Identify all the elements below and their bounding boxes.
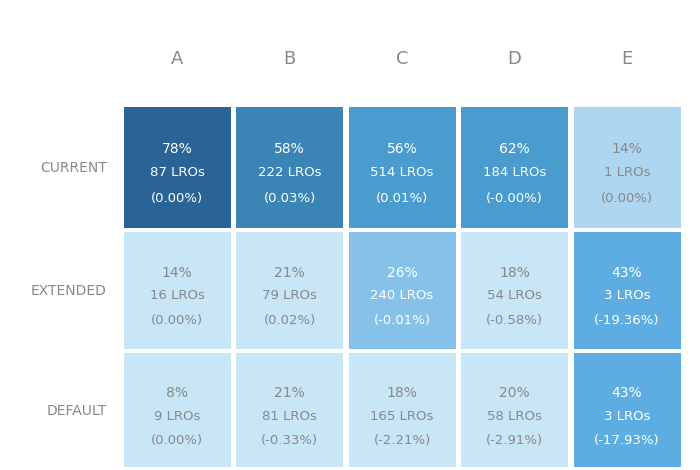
Text: 3 LROs: 3 LROs <box>604 289 650 302</box>
Text: 26%: 26% <box>386 266 417 280</box>
Text: 18%: 18% <box>386 386 417 400</box>
Text: 21%: 21% <box>274 386 305 400</box>
Text: (0.02%): (0.02%) <box>263 314 316 327</box>
Text: 514 LROs: 514 LROs <box>370 166 434 179</box>
Text: (0.01%): (0.01%) <box>376 192 428 205</box>
Text: A: A <box>171 49 183 68</box>
FancyBboxPatch shape <box>461 107 568 228</box>
Text: (-17.93%): (-17.93%) <box>594 434 660 447</box>
Text: 222 LROs: 222 LROs <box>258 166 321 179</box>
FancyBboxPatch shape <box>124 107 230 228</box>
Text: (0.00%): (0.00%) <box>151 314 203 327</box>
Text: 58 LROs: 58 LROs <box>487 410 542 423</box>
Text: (-2.21%): (-2.21%) <box>374 434 430 447</box>
Text: 62%: 62% <box>499 142 530 156</box>
Text: (0.00%): (0.00%) <box>601 192 653 205</box>
Text: (-0.00%): (-0.00%) <box>486 192 543 205</box>
Text: 1 LROs: 1 LROs <box>604 166 650 179</box>
Text: 87 LROs: 87 LROs <box>150 166 204 179</box>
Text: (-2.91%): (-2.91%) <box>486 434 543 447</box>
FancyBboxPatch shape <box>236 232 343 349</box>
FancyBboxPatch shape <box>461 232 568 349</box>
FancyBboxPatch shape <box>573 232 680 349</box>
Text: CURRENT: CURRENT <box>40 161 107 175</box>
FancyBboxPatch shape <box>349 232 456 349</box>
Text: D: D <box>508 49 522 68</box>
Text: (-0.58%): (-0.58%) <box>486 314 543 327</box>
Text: 18%: 18% <box>499 266 530 280</box>
Text: 8%: 8% <box>166 386 188 400</box>
Text: 56%: 56% <box>386 142 417 156</box>
Text: B: B <box>284 49 295 68</box>
Text: (0.03%): (0.03%) <box>263 192 316 205</box>
Text: (0.00%): (0.00%) <box>151 192 203 205</box>
Text: 79 LROs: 79 LROs <box>262 289 317 302</box>
Text: 16 LROs: 16 LROs <box>150 289 204 302</box>
Text: E: E <box>622 49 633 68</box>
Text: (0.00%): (0.00%) <box>151 434 203 447</box>
Text: 43%: 43% <box>612 386 643 400</box>
FancyBboxPatch shape <box>349 107 456 228</box>
FancyBboxPatch shape <box>236 353 343 470</box>
Text: 21%: 21% <box>274 266 305 280</box>
Text: DEFAULT: DEFAULT <box>47 405 107 418</box>
Text: (-19.36%): (-19.36%) <box>594 314 660 327</box>
Text: EXTENDED: EXTENDED <box>31 284 107 298</box>
Text: 78%: 78% <box>162 142 193 156</box>
Text: 20%: 20% <box>499 386 530 400</box>
Text: C: C <box>395 49 408 68</box>
Text: 240 LROs: 240 LROs <box>370 289 434 302</box>
FancyBboxPatch shape <box>461 353 568 470</box>
FancyBboxPatch shape <box>573 353 680 470</box>
Text: 184 LROs: 184 LROs <box>483 166 546 179</box>
Text: 81 LROs: 81 LROs <box>262 410 317 423</box>
FancyBboxPatch shape <box>573 107 680 228</box>
Text: 3 LROs: 3 LROs <box>604 410 650 423</box>
Text: 58%: 58% <box>274 142 305 156</box>
Text: 165 LROs: 165 LROs <box>370 410 434 423</box>
Text: (-0.33%): (-0.33%) <box>261 434 318 447</box>
Text: 54 LROs: 54 LROs <box>487 289 542 302</box>
Text: 43%: 43% <box>612 266 643 280</box>
FancyBboxPatch shape <box>124 232 230 349</box>
FancyBboxPatch shape <box>124 353 230 470</box>
FancyBboxPatch shape <box>236 107 343 228</box>
Text: (-0.01%): (-0.01%) <box>374 314 430 327</box>
FancyBboxPatch shape <box>349 353 456 470</box>
Text: 9 LROs: 9 LROs <box>154 410 200 423</box>
Text: 14%: 14% <box>612 142 643 156</box>
Text: 14%: 14% <box>162 266 193 280</box>
